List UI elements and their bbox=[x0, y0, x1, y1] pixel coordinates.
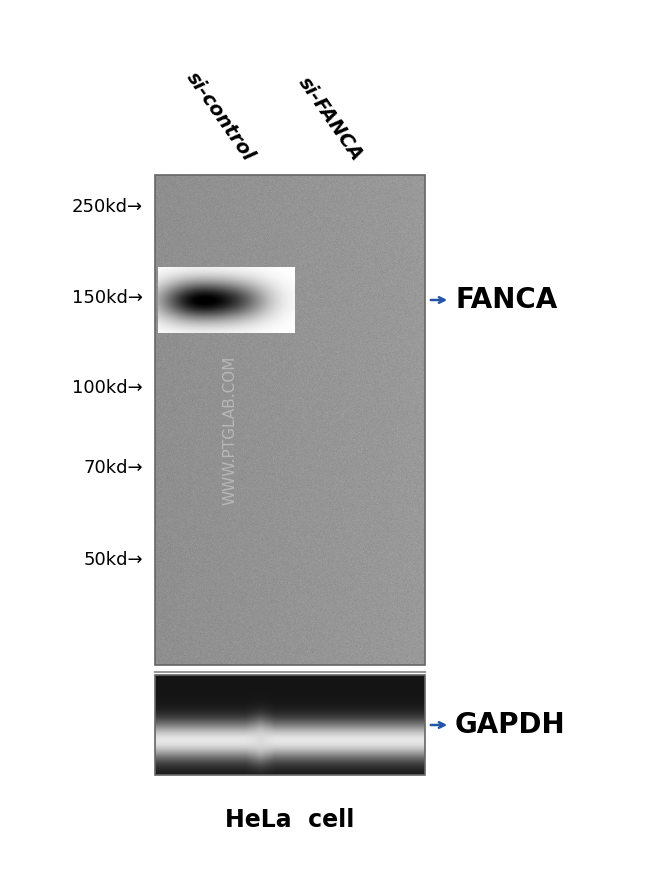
Text: si-FANCA: si-FANCA bbox=[294, 74, 366, 165]
Text: FANCA: FANCA bbox=[455, 286, 557, 314]
Text: 70kd→: 70kd→ bbox=[83, 459, 143, 477]
Text: 150kd→: 150kd→ bbox=[72, 289, 143, 307]
Text: HeLa  cell: HeLa cell bbox=[226, 808, 355, 832]
Text: si-control: si-control bbox=[183, 69, 257, 165]
Bar bbox=[155, 675, 425, 775]
Text: WWW.PTGLAB.COM: WWW.PTGLAB.COM bbox=[222, 355, 237, 505]
Text: 250kd→: 250kd→ bbox=[72, 198, 143, 216]
Bar bbox=[155, 175, 425, 665]
Text: GAPDH: GAPDH bbox=[455, 711, 566, 739]
Text: 100kd→: 100kd→ bbox=[72, 379, 143, 397]
Text: 50kd→: 50kd→ bbox=[83, 551, 143, 569]
